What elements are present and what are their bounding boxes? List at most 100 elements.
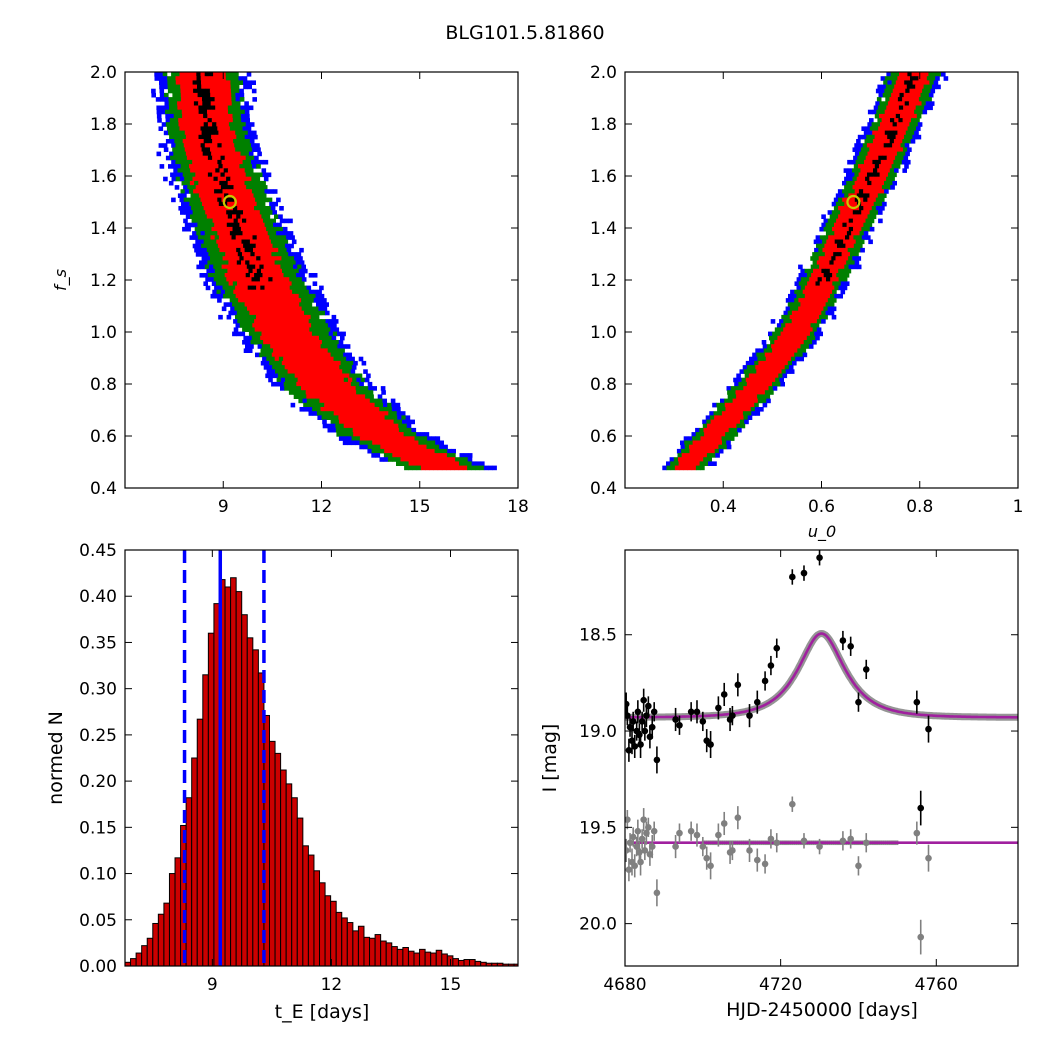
heatmap-cell <box>386 427 391 433</box>
heatmap-cell <box>321 415 327 420</box>
heatmap-cell <box>192 197 197 203</box>
heatmap-cell <box>699 432 705 437</box>
heatmap-cell <box>212 289 217 295</box>
heatmap-cell <box>773 335 778 341</box>
heatmap-cell <box>340 373 346 379</box>
heatmap-cell <box>204 252 209 257</box>
heatmap-cell <box>316 356 322 362</box>
heatmap-cell <box>231 164 236 169</box>
heatmap-cell <box>347 440 352 446</box>
heatmap-cell <box>758 360 763 366</box>
heatmap-cell <box>174 122 179 127</box>
heatmap-cell <box>314 377 319 383</box>
heatmap-cell <box>926 88 931 94</box>
heatmap-cell <box>315 323 320 328</box>
heatmap-cell <box>186 139 192 144</box>
heatmap-cell <box>219 109 225 115</box>
heatmap-cell <box>247 164 253 169</box>
heatmap-cell <box>295 331 300 337</box>
heatmap-cell <box>261 344 267 349</box>
heatmap-cell <box>702 448 707 454</box>
heatmap-cell <box>248 323 253 328</box>
heatmap-cell <box>203 118 208 123</box>
heatmap-cell <box>808 319 814 324</box>
heatmap-cell <box>238 159 243 165</box>
heatmap-cell <box>475 461 481 466</box>
heatmap-cell <box>305 327 310 332</box>
heatmap-cell <box>234 84 240 90</box>
heatmap-cell <box>392 411 398 416</box>
heatmap-cell <box>234 80 240 85</box>
heatmap-cell <box>829 260 834 265</box>
heatmap-cell <box>892 172 897 178</box>
heatmap-cell <box>177 101 182 106</box>
heatmap-cell <box>854 214 860 219</box>
heatmap-cell <box>245 344 250 349</box>
heatmap-cell <box>281 293 287 299</box>
heatmap-cell <box>807 340 813 345</box>
heatmap-cell <box>214 189 219 194</box>
heatmap-cell <box>467 453 473 458</box>
heatmap-cell <box>198 247 203 253</box>
heatmap-cell <box>282 302 287 307</box>
heatmap-cell <box>229 298 235 303</box>
heatmap-cell <box>249 319 255 324</box>
heatmap-cell <box>761 340 767 345</box>
heatmap-cell <box>247 210 252 215</box>
heatmap-cell <box>387 457 393 462</box>
heatmap-cell <box>194 134 199 140</box>
heatmap-cell <box>739 390 745 395</box>
heatmap-cell <box>230 80 235 85</box>
heatmap-cell <box>689 448 695 454</box>
heatmap-cell <box>413 448 419 454</box>
heatmap-cell <box>741 402 747 408</box>
x-axis-label: HJD-2450000 [days] <box>726 999 918 1021</box>
data-point <box>648 843 656 850</box>
heatmap-cell <box>413 444 419 450</box>
heatmap-cell <box>880 76 886 81</box>
heatmap-cell <box>356 377 361 383</box>
heatmap-cell <box>316 310 322 316</box>
heatmap-cell <box>298 348 303 353</box>
heatmap-cell <box>238 306 244 312</box>
heatmap-cell <box>430 453 435 458</box>
heatmap-cell <box>259 159 264 165</box>
heatmap-cell <box>172 88 177 94</box>
heatmap-cell <box>785 323 790 328</box>
heatmap-cell <box>243 222 249 228</box>
heatmap-cell <box>883 101 889 106</box>
heatmap-cell <box>273 373 279 379</box>
heatmap-cell <box>901 159 907 165</box>
heatmap-cell <box>217 80 223 85</box>
heatmap-cell <box>207 122 213 127</box>
heatmap-cell <box>343 423 349 429</box>
heatmap-cell <box>297 394 303 399</box>
heatmap-cell <box>216 206 221 211</box>
heatmap-cell <box>716 427 721 433</box>
y-tick-label: 1.2 <box>90 271 117 291</box>
heatmap-cell <box>242 231 248 236</box>
heatmap-cell <box>171 176 177 182</box>
heatmap-cell <box>719 423 725 429</box>
heatmap-cell <box>704 436 710 441</box>
heatmap-cell <box>268 210 273 215</box>
heatmap-cell <box>293 377 298 383</box>
heatmap-cell <box>863 214 868 219</box>
heatmap-cell <box>236 302 241 307</box>
heatmap-cell <box>821 277 827 282</box>
heatmap-cell <box>216 172 221 178</box>
heatmap-cell <box>434 453 439 458</box>
heatmap-cell <box>874 134 880 140</box>
heatmap-cell <box>190 168 195 173</box>
heatmap-cell <box>272 243 278 249</box>
heatmap-cell <box>834 277 839 282</box>
heatmap-cell <box>772 381 777 387</box>
heatmap-cell <box>281 314 286 320</box>
heatmap-cell <box>293 394 299 399</box>
heatmap-cell <box>194 151 199 157</box>
heatmap-cell <box>279 273 284 278</box>
heatmap-cell <box>890 185 895 190</box>
heatmap-cell <box>187 197 193 203</box>
heatmap-cell <box>247 285 253 291</box>
heatmap-cell <box>361 398 366 404</box>
